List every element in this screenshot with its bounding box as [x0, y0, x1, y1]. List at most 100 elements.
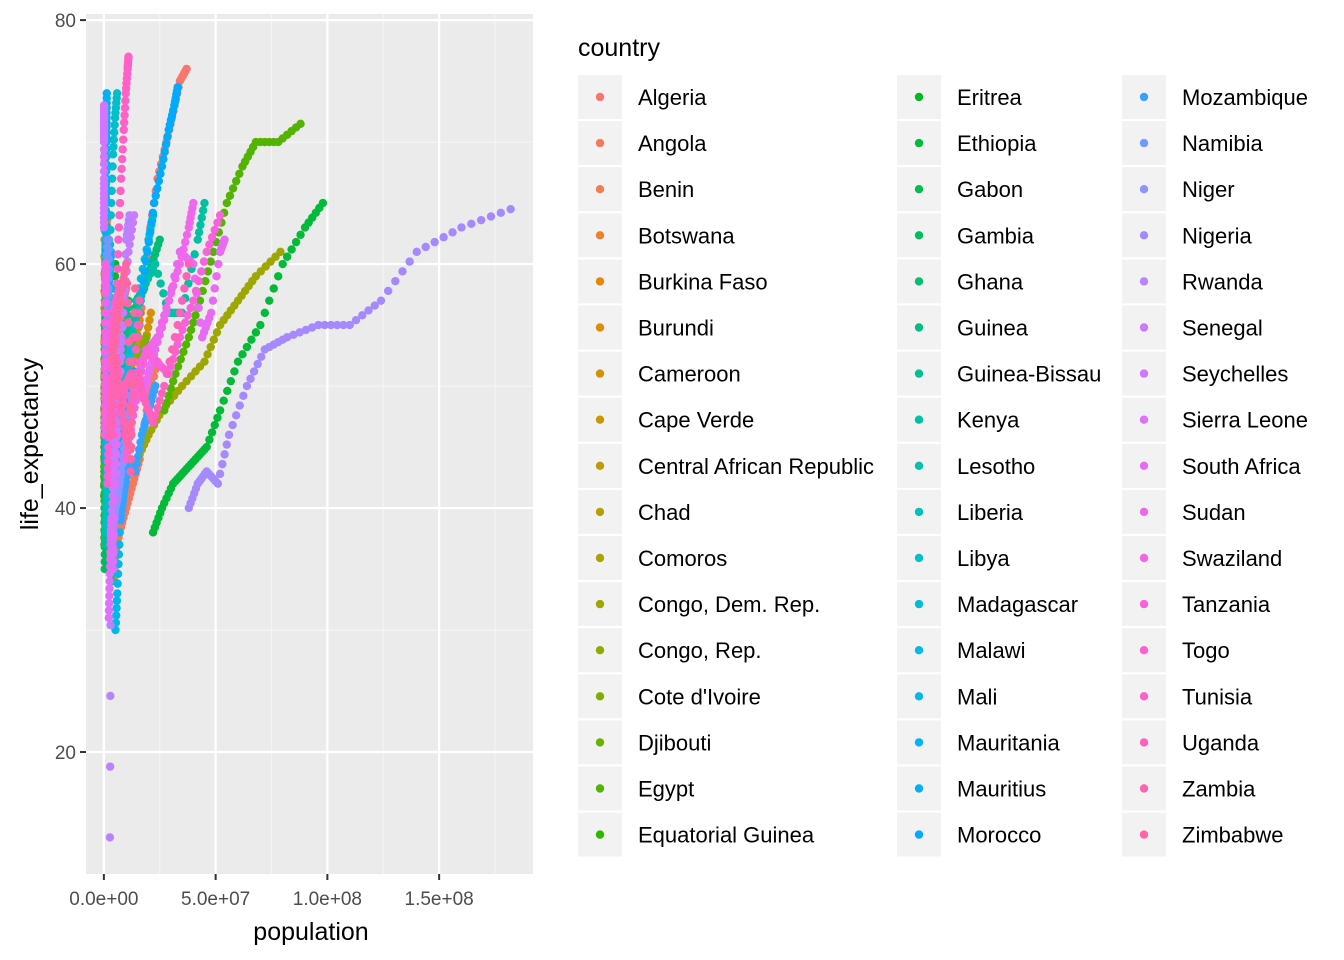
data-point [370, 301, 379, 310]
data-point [205, 435, 214, 444]
legend-label: Gabon [957, 177, 1023, 202]
data-point [314, 320, 323, 330]
data-point [164, 296, 173, 305]
data-point [238, 350, 247, 359]
data-point [210, 420, 219, 430]
data-point [124, 247, 133, 257]
data-point [231, 176, 241, 186]
legend-swatch [914, 784, 924, 793]
legend-swatch [595, 277, 605, 286]
data-point [131, 345, 141, 354]
data-point [213, 479, 223, 488]
data-point [99, 174, 109, 183]
legend-label: Kenya [957, 408, 1020, 433]
data-point [160, 147, 169, 157]
legend-item: Cote d'Ivoire [578, 674, 761, 719]
data-point [107, 401, 117, 410]
data-point [320, 320, 329, 330]
legend-swatch [595, 784, 605, 793]
data-point [116, 345, 125, 354]
data-point [206, 257, 215, 266]
legend-item: Djibouti [578, 720, 711, 765]
data-point [228, 420, 237, 430]
legend-label: Tanzania [1182, 592, 1271, 617]
data-point [287, 245, 296, 254]
legend-item: Gambia [897, 213, 1035, 258]
data-point [113, 264, 122, 274]
data-point [269, 284, 278, 293]
data-point [106, 620, 115, 630]
x-tick-label: 0.0e+00 [69, 889, 138, 910]
data-point [251, 328, 261, 337]
legend-item: Mozambique [1122, 75, 1308, 119]
legend-item: Senegal [1122, 305, 1263, 350]
data-point [195, 296, 205, 305]
legend-label: Libya [957, 546, 1010, 571]
legend-item: Seychelles [1122, 351, 1288, 396]
legend-item: Libya [897, 536, 1010, 580]
data-point [113, 579, 122, 588]
plot-panel [86, 14, 533, 874]
data-point [133, 452, 143, 462]
data-point [193, 235, 202, 244]
legend-swatch [595, 461, 605, 470]
data-point [176, 355, 185, 364]
legend-item: Swaziland [1122, 536, 1282, 580]
legend-label: Niger [1182, 177, 1235, 202]
legend-swatch [1139, 323, 1149, 332]
data-point [256, 320, 265, 330]
legend-label: Comoros [638, 546, 727, 571]
data-point [127, 225, 137, 235]
data-point [168, 281, 178, 291]
data-point [111, 469, 120, 479]
data-point [107, 416, 116, 425]
legend-item: Ghana [897, 259, 1024, 304]
data-point [99, 145, 109, 154]
data-point [173, 340, 182, 349]
legend-item: Comoros [578, 536, 727, 580]
legend-swatch [914, 830, 924, 839]
data-point [113, 364, 122, 374]
data-point [207, 233, 217, 242]
data-point [112, 450, 121, 459]
data-point [118, 145, 127, 154]
data-point [127, 406, 137, 415]
data-point [144, 237, 154, 247]
legend-label: Burkina Faso [638, 269, 768, 294]
data-point [136, 437, 145, 447]
legend-swatch [595, 507, 605, 517]
legend-label: South Africa [1182, 454, 1301, 479]
data-point [333, 320, 342, 330]
data-point [228, 184, 238, 193]
data-point [112, 89, 122, 98]
data-point [154, 176, 164, 186]
data-point [278, 259, 287, 269]
legend-label: Madagascar [957, 592, 1078, 617]
data-point [119, 118, 129, 127]
data-point [135, 296, 144, 305]
data-point [101, 308, 111, 318]
legend-item: Congo, Rep. [578, 628, 762, 673]
data-point [109, 530, 119, 540]
legend-label: Botswana [638, 223, 735, 248]
data-point [119, 125, 128, 135]
data-point [130, 308, 139, 318]
legend-swatch [914, 231, 924, 240]
data-point [212, 328, 222, 337]
data-point [162, 398, 171, 408]
legend-item: South Africa [1122, 443, 1301, 488]
data-point [265, 296, 274, 305]
data-point [205, 240, 214, 249]
data-point [171, 274, 180, 283]
data-point [207, 428, 217, 437]
x-tick-label: 1.0e+08 [293, 889, 362, 910]
data-point [127, 418, 136, 427]
legend-item: Rwanda [1122, 259, 1263, 304]
x-axis-title: population [253, 918, 368, 946]
legend-label: Guinea-Bissau [957, 362, 1101, 387]
data-point [191, 286, 201, 296]
legend-item: Morocco [897, 812, 1041, 857]
data-point [160, 311, 169, 320]
data-point [296, 230, 305, 239]
data-point [213, 413, 222, 422]
